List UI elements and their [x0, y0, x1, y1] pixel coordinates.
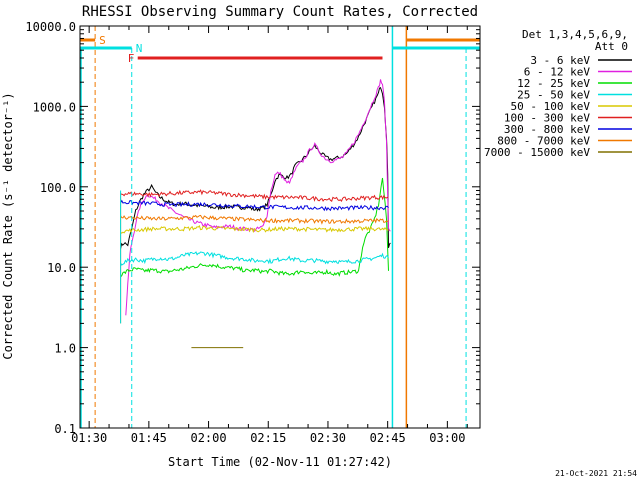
- y-tick-label-4: 1000.0: [33, 100, 76, 114]
- flare-flag-label: F: [128, 52, 135, 65]
- chart-title: RHESSI Observing Summary Count Rates, Co…: [82, 4, 478, 20]
- legend-header-1: Att 0: [595, 40, 628, 53]
- legend-label-8: 7000 - 15000 keV: [484, 146, 590, 159]
- x-tick-label-1: 01:45: [131, 431, 167, 445]
- saa-flag-label: S: [99, 34, 106, 47]
- x-axis-label: Start Time (02-Nov-11 01:27:42): [168, 455, 392, 469]
- series-line-0: [120, 87, 391, 249]
- series-line-1: [125, 79, 391, 316]
- series-line-5: [120, 189, 389, 202]
- legend-header-0: Det 1,3,4,5,6,9,: [522, 28, 628, 41]
- legend-label-4: 50 - 100 keV: [511, 100, 591, 113]
- y-tick-label-2: 10.0: [47, 261, 76, 275]
- series-line-3: [120, 251, 389, 266]
- x-tick-label-2: 02:00: [190, 431, 226, 445]
- legend-label-3: 25 - 50 keV: [517, 89, 590, 102]
- y-tick-label-1: 1.0: [54, 342, 76, 356]
- series-line-2: [120, 177, 389, 278]
- legend-label-6: 300 - 800 keV: [504, 123, 590, 136]
- x-tick-label-0: 01:30: [71, 431, 107, 445]
- series-line-4: [120, 224, 389, 234]
- plot-area: S NF: [80, 26, 480, 428]
- night-flag-label: N: [136, 42, 143, 55]
- legend-label-1: 6 - 12 keV: [524, 66, 591, 79]
- legend-label-7: 800 - 7000 keV: [497, 135, 590, 148]
- y-axis-label: Corrected Count Rate (s⁻¹ detector⁻¹): [1, 92, 15, 359]
- y-tick-label-3: 100.0: [40, 181, 76, 195]
- legend-label-5: 100 - 300 keV: [504, 112, 590, 125]
- x-tick-label-6: 03:00: [429, 431, 465, 445]
- series-line-7: [120, 214, 389, 225]
- y-tick-label-0: 0.1: [54, 422, 76, 436]
- x-tick-label-4: 02:30: [310, 431, 346, 445]
- legend-label-0: 3 - 6 keV: [530, 54, 590, 67]
- axes: 01:30 01:45 02:00 02:15 02:30 02:45 03:00 0.1 1.…: [25, 20, 481, 445]
- legend-label-2: 12 - 25 keV: [517, 77, 590, 90]
- x-tick-label-3: 02:15: [250, 431, 286, 445]
- plot-frame: [79, 25, 481, 429]
- series-line-6: [120, 199, 389, 212]
- date-stamp: 21-Oct-2021 21:54: [555, 469, 637, 478]
- y-tick-label-5: 10000.0: [25, 20, 76, 34]
- x-tick-label-5: 02:45: [370, 431, 406, 445]
